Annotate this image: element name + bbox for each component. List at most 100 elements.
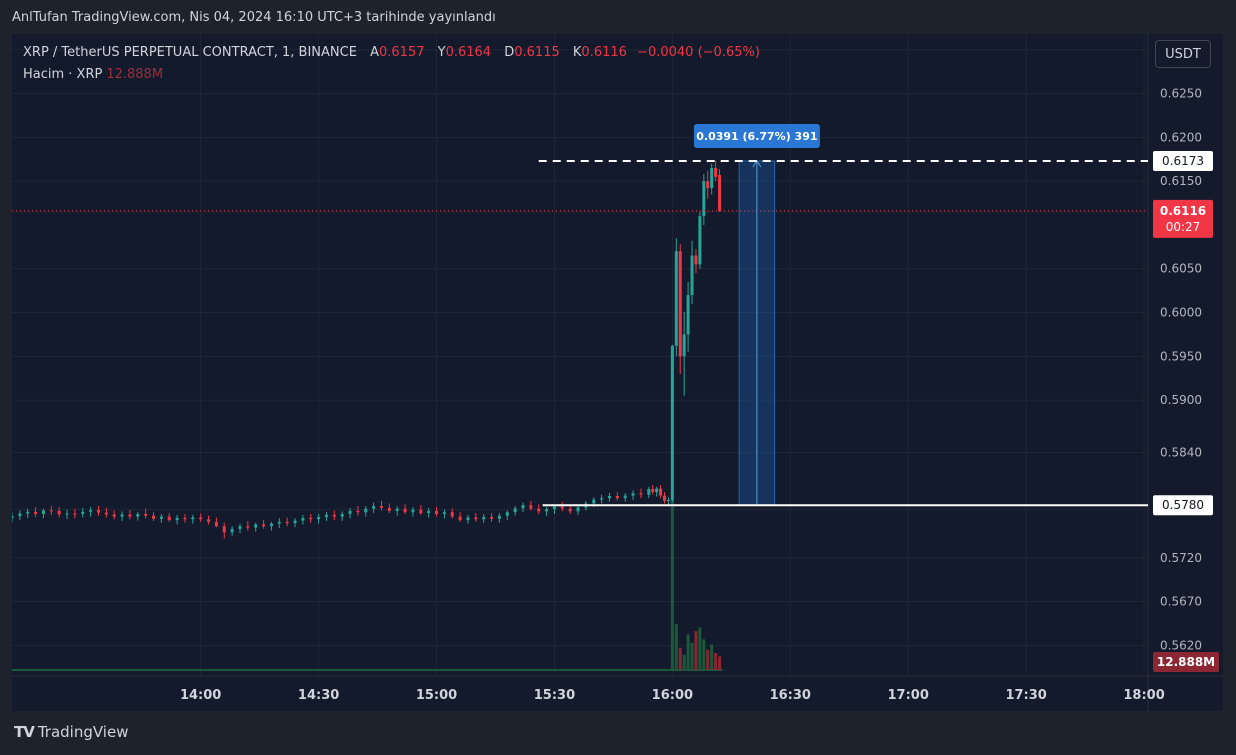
candle-body: [615, 496, 619, 499]
close-value: 0.6116: [581, 45, 627, 60]
tradingview-logo-icon: TV: [14, 723, 35, 741]
volume-bar: [682, 654, 686, 670]
candle-body: [269, 523, 273, 527]
candle-body: [246, 526, 250, 528]
volume-badge: [1153, 652, 1219, 672]
symbol-name[interactable]: XRP / TetherUS PERPETUAL CONTRACT, 1, BI…: [23, 45, 357, 60]
candle-body: [277, 521, 281, 524]
candle-body: [403, 508, 407, 513]
candle-body: [332, 514, 336, 517]
chart-area[interactable]: 0.0391 (6.77%) 391 0.63000.62500.62000.6…: [12, 34, 1223, 711]
low-value: 0.6115: [514, 45, 560, 60]
drawings: 0.0391 (6.77%) 391: [12, 123, 1148, 507]
low-label: D: [504, 45, 515, 60]
price-tick-label: 0.6050: [1160, 262, 1202, 276]
horizontal-line-label: 0.5780: [1162, 498, 1204, 512]
candle-body: [222, 526, 226, 533]
volume-badge-label: 12.888M: [1157, 655, 1215, 669]
candle-body: [262, 524, 266, 527]
candle-body: [356, 510, 360, 513]
candle-body: [537, 508, 541, 512]
candle-body: [560, 506, 564, 509]
last-price-label: 0.6116: [1160, 204, 1206, 218]
candle-body: [128, 514, 132, 517]
candle-body: [513, 508, 517, 513]
candle-body: [552, 506, 556, 510]
candle-body: [442, 512, 446, 514]
currency-button[interactable]: USDT: [1155, 40, 1211, 68]
logo-text: TradingView: [37, 723, 129, 741]
candle-body: [364, 508, 368, 513]
grid: [12, 34, 1223, 711]
candle-body: [49, 510, 53, 512]
price-chart[interactable]: 0.0391 (6.77%) 391 0.63000.62500.62000.6…: [12, 34, 1223, 711]
volume-bar: [690, 642, 694, 670]
time-tick-label: 17:00: [888, 688, 929, 703]
candle-body: [674, 251, 678, 346]
plot-background: [12, 34, 1148, 676]
time-tick-label: 14:00: [180, 688, 221, 703]
candle-body: [505, 512, 509, 516]
volume-bars: [12, 500, 723, 671]
candle-body: [647, 489, 651, 495]
candle-body: [497, 515, 501, 519]
candle-body: [607, 496, 611, 499]
high-value: 0.6164: [445, 45, 492, 60]
last-price-badge: [1153, 199, 1213, 238]
time-tick-label: 15:00: [416, 688, 457, 703]
horizontal-line-badge: [1153, 495, 1213, 516]
candle-body: [26, 511, 30, 514]
change-value: −0.0040 (−0.65%): [637, 45, 760, 60]
close-label: K: [572, 45, 582, 60]
time-tick-label: 17:30: [1005, 688, 1046, 703]
volume-bar: [674, 624, 678, 670]
tradingview-logo[interactable]: TV TradingView: [14, 723, 128, 741]
candle-body: [348, 510, 352, 514]
candle-body: [694, 255, 698, 265]
volume-bar: [670, 500, 674, 670]
candle-body: [65, 513, 69, 515]
volume-bar: [710, 644, 714, 670]
open-value: 0.6157: [379, 45, 425, 60]
candle-body: [96, 510, 100, 513]
candle-body: [207, 519, 211, 522]
price-tick-label: 0.5670: [1160, 595, 1202, 609]
candle-body: [698, 216, 702, 265]
horizontal-line-label: 0.6173: [1162, 154, 1204, 168]
candle-body: [199, 517, 203, 520]
candle-body: [152, 515, 156, 519]
candle-body: [529, 505, 533, 509]
volume-bar: [718, 656, 722, 670]
time-tick-label: 15:30: [534, 688, 575, 703]
candle-body: [576, 507, 580, 512]
candle-body: [317, 517, 321, 520]
candle-body: [18, 513, 22, 517]
time-axis[interactable]: 14:00 14:30 15:00 15:30 16:00 16:30 17:00 17:30…: [180, 688, 1165, 703]
price-axis[interactable]: 0.63000.62500.62000.61500.60500.60000.59…: [1153, 43, 1219, 672]
candle-body: [678, 251, 682, 357]
candle-body: [104, 512, 108, 515]
price-tick-label: 0.5900: [1160, 393, 1202, 407]
price-tick-label: 0.5720: [1160, 551, 1202, 565]
candle-body: [379, 506, 383, 508]
candle-body: [57, 510, 61, 515]
candle-body: [482, 517, 486, 520]
candle-body: [466, 517, 470, 521]
candle-body: [545, 509, 549, 512]
price-tick-label: 0.5840: [1160, 446, 1202, 460]
time-tick-label: 18:00: [1123, 688, 1164, 703]
candle-body: [167, 516, 171, 521]
candle-body: [89, 510, 93, 512]
candle-body: [387, 507, 391, 511]
candle-body: [655, 488, 659, 493]
volume-label[interactable]: Hacim · XRP: [23, 67, 103, 82]
measure-label: 0.0391 (6.77%) 391: [696, 130, 817, 143]
horizontal-line-badge: [1153, 150, 1213, 171]
candle-body: [395, 508, 399, 511]
candle-body: [490, 517, 494, 519]
candle-body: [521, 505, 525, 509]
candle-body: [254, 524, 258, 528]
candle-body: [686, 295, 690, 335]
price-tick-label: 0.5950: [1160, 349, 1202, 363]
candle-body: [690, 255, 694, 296]
